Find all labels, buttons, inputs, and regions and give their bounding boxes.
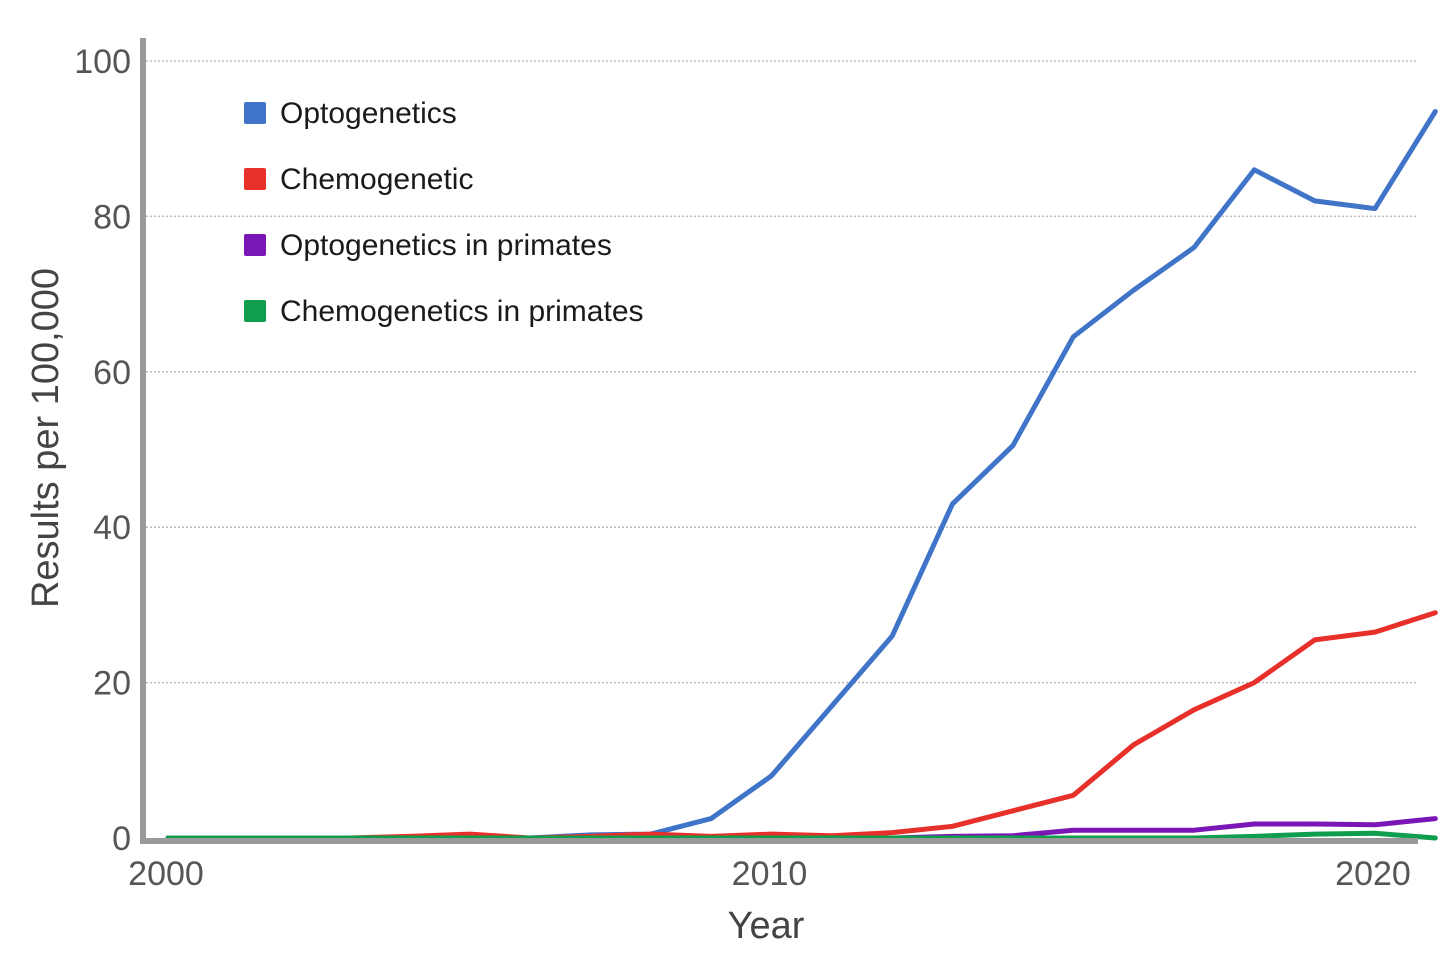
x-tick-label: 2020 bbox=[1335, 855, 1411, 893]
y-tick-label: 60 bbox=[93, 354, 131, 392]
y-tick-label: 40 bbox=[93, 509, 131, 547]
x-tick-label: 2000 bbox=[128, 855, 204, 893]
legend-label-optogenetics-in-primates: Optogenetics in primates bbox=[280, 229, 612, 262]
legend-swatch-chemogenetic bbox=[244, 168, 266, 190]
legend-swatch-chemogenetics-in-primates bbox=[244, 300, 266, 322]
x-axis-title: Year bbox=[728, 905, 805, 947]
y-axis-title: Results per 100,000 bbox=[25, 268, 67, 608]
legend-label-chemogenetic: Chemogenetic bbox=[280, 163, 473, 196]
y-tick-label: 0 bbox=[112, 820, 131, 858]
legend-label-chemogenetics-in-primates: Chemogenetics in primates bbox=[280, 295, 644, 328]
legend-swatch-optogenetics-in-primates bbox=[244, 234, 266, 256]
tick-labels: 0 20 40 60 80 100 2000 2010 2020 bbox=[74, 43, 1411, 893]
y-tick-label: 80 bbox=[93, 198, 131, 236]
gridlines bbox=[146, 60, 1418, 684]
x-tick-label: 2010 bbox=[732, 855, 808, 893]
legend-label-optogenetics: Optogenetics bbox=[280, 97, 457, 130]
y-tick-label: 20 bbox=[93, 665, 131, 703]
y-tick-label: 100 bbox=[74, 43, 131, 81]
axes bbox=[140, 38, 1418, 844]
legend-swatch-optogenetics bbox=[244, 102, 266, 124]
legend: Optogenetics Chemogenetic Optogenetics in … bbox=[244, 97, 644, 328]
